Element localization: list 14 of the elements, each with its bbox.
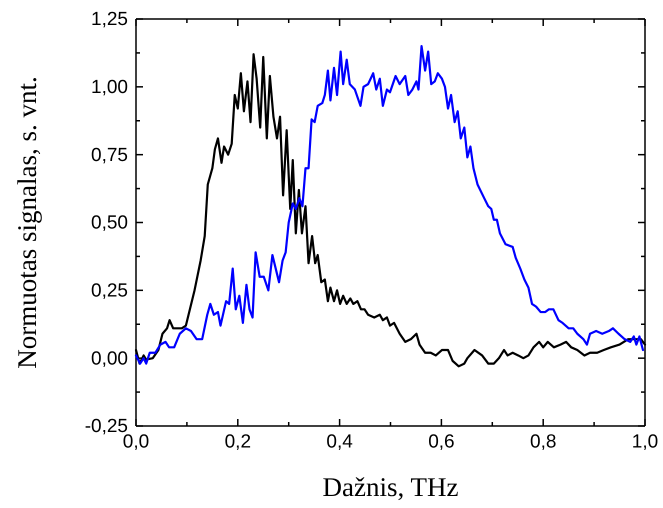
x-tick-label: 0,0 — [122, 431, 150, 452]
y-tick-label: 0,00 — [91, 348, 128, 370]
y-tick-label: 0,50 — [91, 212, 128, 234]
x-tick-label: 0,8 — [530, 431, 556, 452]
y-tick-label: 0,25 — [91, 280, 128, 302]
x-tick-label: 0,4 — [326, 431, 354, 452]
y-tick-label: 0,75 — [91, 144, 128, 166]
y-tick-label: 1,25 — [91, 9, 128, 30]
y-axis-title: Normuotas signalas, s. vnt. — [12, 76, 42, 369]
x-tick-label: 0,6 — [428, 431, 455, 452]
y-tick-label: 1,00 — [91, 76, 128, 98]
x-tick-label: 0,2 — [224, 431, 252, 452]
x-axis-title: Dažnis, THz — [322, 472, 458, 502]
x-tick-label: 1,0 — [632, 431, 658, 452]
